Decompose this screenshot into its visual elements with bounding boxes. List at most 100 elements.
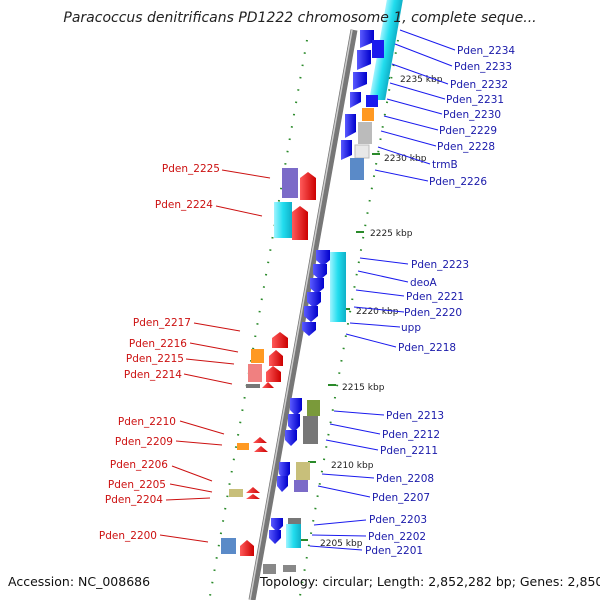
gene-arrow[interactable] <box>353 72 367 90</box>
gene-arrow[interactable] <box>269 350 283 366</box>
gene-feature[interactable] <box>330 252 346 322</box>
gene-feature[interactable] <box>237 443 249 450</box>
gene-feature[interactable] <box>283 565 296 572</box>
gene-feature[interactable] <box>372 40 384 58</box>
gene-arrow[interactable] <box>269 530 281 544</box>
gene-label[interactable]: Pden_2226 <box>429 176 487 188</box>
gene-arrow[interactable] <box>304 306 318 322</box>
gene-label[interactable]: trmB <box>432 159 458 171</box>
gene-label[interactable]: deoA <box>410 277 438 289</box>
gene-feature[interactable] <box>286 524 301 548</box>
gene-feature[interactable] <box>350 158 364 180</box>
gene-arrow[interactable] <box>262 382 274 388</box>
gene-label[interactable]: Pden_2218 <box>398 342 456 354</box>
gene-label[interactable]: Pden_2201 <box>365 545 423 557</box>
gene-arrow[interactable] <box>350 92 361 108</box>
gene-arrow[interactable] <box>272 332 288 348</box>
gene-arrow[interactable] <box>290 398 302 416</box>
gene-arrow[interactable] <box>310 278 324 294</box>
gene-label[interactable]: Pden_2221 <box>406 291 464 303</box>
gene-arrow[interactable] <box>313 264 327 280</box>
gene-feature[interactable] <box>229 489 243 497</box>
gene-arrow[interactable] <box>246 494 260 499</box>
gene-feature[interactable] <box>248 364 262 382</box>
chromosome-backbone-highlight <box>249 29 353 600</box>
gene-label[interactable]: Pden_2232 <box>450 79 508 91</box>
gene-label[interactable]: upp <box>401 322 421 334</box>
gene-feature[interactable] <box>303 416 318 444</box>
gene-label[interactable]: Pden_2228 <box>437 141 495 153</box>
gene-label[interactable]: Pden_2203 <box>369 514 427 526</box>
gene-arrow[interactable] <box>316 250 330 266</box>
gene-feature[interactable] <box>263 564 276 574</box>
gene-label[interactable]: Pden_2200 <box>99 530 157 542</box>
gene-label[interactable]: Pden_2213 <box>386 410 444 422</box>
gene-label[interactable]: Pden_2215 <box>126 353 184 365</box>
gene-feature[interactable] <box>369 0 403 100</box>
gene-label[interactable]: Pden_2229 <box>439 125 497 137</box>
gene-label[interactable]: Pden_2204 <box>105 494 163 506</box>
gene-label[interactable]: Pden_2208 <box>376 473 434 485</box>
gene-label[interactable]: Pden_2210 <box>118 416 176 428</box>
gene-label[interactable]: Pden_2220 <box>404 307 462 319</box>
gene-arrow[interactable] <box>300 172 316 200</box>
gene-feature[interactable] <box>362 108 374 121</box>
gene-label[interactable]: Pden_2202 <box>368 531 426 543</box>
gene-arrow[interactable] <box>285 430 297 446</box>
gene-label[interactable]: Pden_2217 <box>133 317 191 329</box>
gene-label[interactable]: Pden_2206 <box>110 459 168 471</box>
gene-arrow[interactable] <box>266 366 281 382</box>
gene-arrow[interactable] <box>271 518 283 532</box>
gene-label[interactable]: Pden_2223 <box>411 259 469 271</box>
right-gene-labels: Pden_2234 Pden_2233 Pden_2232 Pden_2231 … <box>365 45 515 557</box>
gene-label[interactable]: Pden_2231 <box>446 94 504 106</box>
gene-feature[interactable] <box>294 480 308 492</box>
outer-track-left <box>209 39 308 597</box>
gene-arrow[interactable] <box>253 437 267 443</box>
gene-arrow[interactable] <box>341 140 352 160</box>
gene-label[interactable]: Pden_2205 <box>108 479 166 491</box>
gene-feature[interactable] <box>251 349 264 363</box>
gene-feature[interactable] <box>296 462 310 480</box>
gene-arrow[interactable] <box>246 487 260 493</box>
gene-arrow[interactable] <box>307 292 321 308</box>
gene-label[interactable]: Pden_2230 <box>443 109 501 121</box>
gene-arrow[interactable] <box>302 322 316 336</box>
scale-label-2230: 2230 kbp <box>384 154 427 164</box>
gene-feature[interactable] <box>354 144 370 159</box>
gene-arrow[interactable] <box>277 476 288 492</box>
gene-label[interactable]: Pden_2209 <box>115 436 173 448</box>
gene-label[interactable]: Pden_2234 <box>457 45 515 57</box>
accession-label: Accession: NC_008686 <box>8 574 151 589</box>
gene-feature[interactable] <box>358 122 372 144</box>
gene-feature[interactable] <box>282 168 298 198</box>
gene-arrow[interactable] <box>279 462 290 480</box>
left-gene-labels: Pden_2225 Pden_2224 Pden_2217 Pden_2216 … <box>99 163 220 542</box>
gene-arrow[interactable] <box>357 50 371 70</box>
gene-label[interactable]: Pden_2211 <box>380 445 438 457</box>
gene-arrow[interactable] <box>254 446 268 452</box>
scale-label-2210: 2210 kbp <box>331 461 374 471</box>
gene-label[interactable]: Pden_2224 <box>155 199 213 211</box>
scale-label-2235: 2235 kbp <box>400 75 443 85</box>
gene-arrow[interactable] <box>360 30 374 48</box>
gene-arrow[interactable] <box>288 414 300 432</box>
gene-label[interactable]: Pden_2225 <box>162 163 220 175</box>
gene-arrow[interactable] <box>240 540 254 556</box>
gene-label[interactable]: Pden_2233 <box>454 61 512 73</box>
gene-label[interactable]: Pden_2207 <box>372 492 430 504</box>
gene-label[interactable]: Pden_2214 <box>124 369 182 381</box>
gene-feature[interactable] <box>366 95 378 107</box>
gene-feature[interactable] <box>246 384 260 388</box>
scale-label-2225: 2225 kbp <box>370 229 413 239</box>
gene-feature[interactable] <box>288 518 301 524</box>
gene-feature[interactable] <box>307 400 320 416</box>
gene-feature[interactable] <box>221 538 236 554</box>
genome-title: Paracoccus denitrificans PD1222 chromoso… <box>63 10 537 26</box>
gene-arrow[interactable] <box>292 206 308 240</box>
gene-label[interactable]: Pden_2212 <box>382 429 440 441</box>
gene-label[interactable]: Pden_2216 <box>129 338 187 350</box>
gene-arrow[interactable] <box>345 114 356 138</box>
gene-feature[interactable] <box>274 202 292 238</box>
